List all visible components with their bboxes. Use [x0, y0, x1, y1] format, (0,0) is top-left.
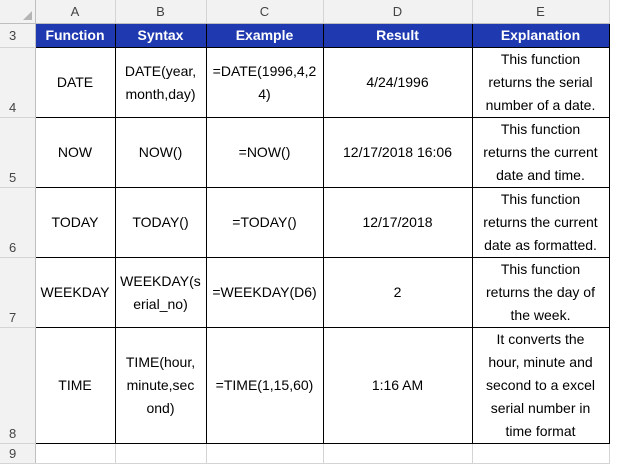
table-row: 8 TIME TIME(hour, minute,sec ond) =TIME(…: [0, 327, 610, 444]
column-header-b[interactable]: B: [115, 0, 207, 24]
header-cell-syntax[interactable]: Syntax: [114, 23, 207, 48]
column-header-a[interactable]: A: [35, 0, 116, 24]
cell-syntax[interactable]: TIME(hour, minute,sec ond): [114, 327, 207, 444]
table-row: 6 TODAY TODAY() =TODAY() 12/17/2018 This…: [0, 187, 610, 258]
cell-function[interactable]: TIME: [34, 327, 116, 444]
cell-function[interactable]: TODAY: [34, 187, 116, 258]
cell-syntax[interactable]: WEEKDAY(s erial_no): [114, 257, 207, 328]
table-row: 7 WEEKDAY WEEKDAY(s erial_no) =WEEKDAY(D…: [0, 257, 610, 328]
cell-explanation[interactable]: This function returns the serial number …: [471, 47, 610, 118]
cell-function[interactable]: NOW: [34, 117, 116, 188]
column-header-row: A B C D E: [0, 0, 610, 24]
empty-row: 9: [0, 443, 610, 464]
cell-example[interactable]: =NOW(): [205, 117, 324, 188]
cell-explanation[interactable]: This function returns the day of the wee…: [471, 257, 610, 328]
cell-result[interactable]: 1:16 AM: [322, 327, 473, 444]
row-header-4[interactable]: 4: [0, 47, 36, 118]
select-all-triangle-icon: [22, 11, 32, 20]
empty-cell[interactable]: [323, 443, 473, 464]
row-header-3[interactable]: 3: [0, 23, 36, 48]
row-header-6[interactable]: 6: [0, 187, 36, 258]
cell-example[interactable]: =WEEKDAY(D6): [205, 257, 324, 328]
table-row: 4 DATE DATE(year, month,day) =DATE(1996,…: [0, 47, 610, 118]
cell-explanation[interactable]: This function returns the current date a…: [471, 187, 610, 258]
row-header-7[interactable]: 7: [0, 257, 36, 328]
select-all-corner[interactable]: [0, 0, 36, 24]
header-cell-example[interactable]: Example: [205, 23, 324, 48]
header-cell-result[interactable]: Result: [322, 23, 473, 48]
column-header-e[interactable]: E: [472, 0, 610, 24]
cell-example[interactable]: =DATE(1996,4,2 4): [205, 47, 324, 118]
cell-example[interactable]: =TIME(1,15,60): [205, 327, 324, 444]
empty-cell[interactable]: [35, 443, 116, 464]
cell-example[interactable]: =TODAY(): [205, 187, 324, 258]
cell-function[interactable]: DATE: [34, 47, 116, 118]
worksheet-grid: A B C D E 3 Function Syntax Example Resu…: [0, 0, 610, 464]
empty-cell[interactable]: [115, 443, 207, 464]
header-cell-explanation[interactable]: Explanation: [471, 23, 610, 48]
cell-explanation[interactable]: This function returns the current date a…: [471, 117, 610, 188]
header-cell-function[interactable]: Function: [34, 23, 116, 48]
cell-syntax[interactable]: TODAY(): [114, 187, 207, 258]
table-header-row: 3 Function Syntax Example Result Explana…: [0, 23, 610, 48]
column-header-d[interactable]: D: [323, 0, 473, 24]
cell-result[interactable]: 12/17/2018 16:06: [322, 117, 473, 188]
cell-explanation[interactable]: It converts the hour, minute and second …: [471, 327, 610, 444]
cell-result[interactable]: 2: [322, 257, 473, 328]
cell-result[interactable]: 4/24/1996: [322, 47, 473, 118]
cell-syntax[interactable]: NOW(): [114, 117, 207, 188]
empty-cell[interactable]: [206, 443, 324, 464]
empty-cell[interactable]: [472, 443, 610, 464]
row-header-9[interactable]: 9: [0, 443, 36, 464]
cell-result[interactable]: 12/17/2018: [322, 187, 473, 258]
table-row: 5 NOW NOW() =NOW() 12/17/2018 16:06 This…: [0, 117, 610, 188]
row-header-5[interactable]: 5: [0, 117, 36, 188]
column-header-c[interactable]: C: [206, 0, 324, 24]
cell-function[interactable]: WEEKDAY: [34, 257, 116, 328]
cell-syntax[interactable]: DATE(year, month,day): [114, 47, 207, 118]
row-header-8[interactable]: 8: [0, 327, 36, 444]
